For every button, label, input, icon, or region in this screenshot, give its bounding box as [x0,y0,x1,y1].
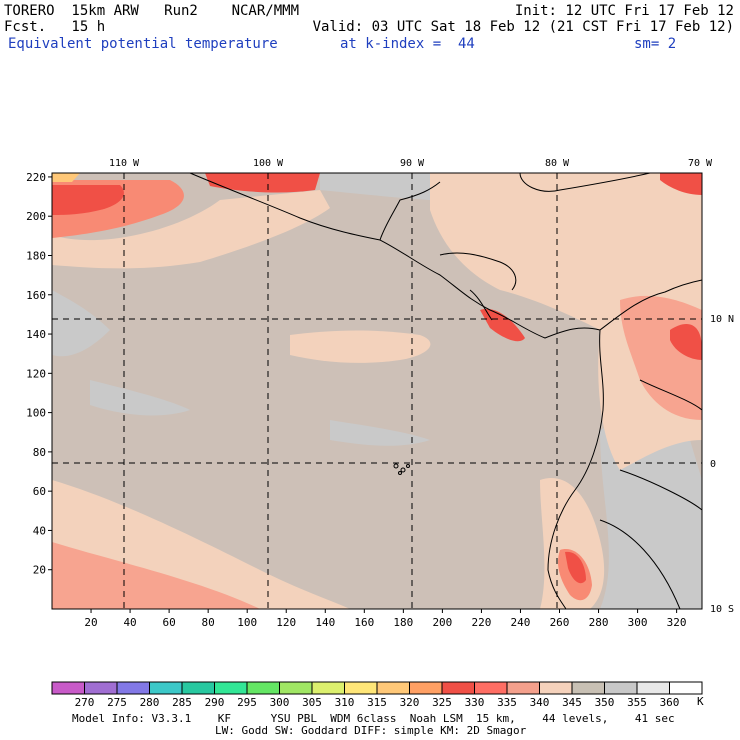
bottom-tick-label: 160 [354,616,374,629]
left-tick-label: 220 [26,171,46,184]
map-frame [51,172,703,610]
colorbar-level-label: 305 [302,696,322,709]
bottom-tick-label: 40 [123,616,136,629]
colorbar-box [84,681,118,695]
colorbar-box [214,681,248,695]
field-name: Equivalent potential temperature [8,36,278,52]
colorbar-level-label: 285 [172,696,192,709]
colorbar-box [474,681,508,695]
colorbar-box [539,681,573,695]
bottom-tick-label: 280 [589,616,609,629]
bottom-tick-label: 100 [237,616,257,629]
colorbar-box [409,681,443,695]
bottom-tick-label: 20 [84,616,97,629]
colorbar-level-label: 315 [367,696,387,709]
bottom-tick-label: 80 [202,616,215,629]
colorbar-unit: K [697,695,704,708]
colorbar-level-label: 290 [205,696,225,709]
lon-label-70w: 70 W [688,158,713,169]
colorbar-box [571,681,605,695]
lat-label-10s: 10 S [710,604,734,615]
colorbar-box [51,681,85,695]
colorbar-boxes [51,681,703,695]
colorbar-box [279,681,313,695]
colorbar-box [116,681,150,695]
colorbar-level-label: 350 [595,696,615,709]
colorbar-level-label: 320 [400,696,420,709]
bottom-axis: 20 40 60 80 100 120 140 160 180 200 220 240 260 280 30… [84,609,687,629]
lon-label-100w: 100 W [253,158,284,169]
coastlines [189,172,703,610]
colorbar-level-label: 360 [660,696,680,709]
lat-label-10n: 10 N [710,314,734,325]
colorbar-box [149,681,183,695]
lat-lon-grid [52,173,702,609]
left-axis: 220 200 180 160 140 120 100 80 60 40 20 [26,171,52,577]
lat-label-0: 0 [710,459,716,470]
forecast-hour: Fcst. 15 h [4,19,106,35]
bottom-tick-label: 260 [550,616,570,629]
bottom-tick-label: 140 [315,616,335,629]
colorbar-box [246,681,280,695]
colorbar-box [506,681,540,695]
lon-label-80w: 80 W [545,158,570,169]
colorbar-level-label: 280 [140,696,160,709]
colorbar-box [344,681,378,695]
model-info: Model Info: V3.3.1 KF YSU PBL WDM 6class… [72,712,675,725]
bottom-tick-label: 220 [471,616,491,629]
bottom-tick-label: 240 [511,616,531,629]
lon-label-110w: 110 W [109,158,140,169]
colorbar-box [311,681,345,695]
left-tick-label: 20 [33,564,46,577]
colorbar-level-label: 310 [335,696,355,709]
left-tick-label: 180 [26,249,46,262]
colorbar-box [181,681,215,695]
colorbar-level-label: 330 [465,696,485,709]
theta-e-shading [52,173,702,609]
bottom-tick-label: 120 [276,616,296,629]
left-tick-label: 120 [26,367,46,380]
colorbar-level-label: 355 [627,696,647,709]
bottom-tick-label: 320 [667,616,687,629]
colorbar-box [636,681,670,695]
colorbar-level-label: 325 [432,696,452,709]
colorbar-level-label: 295 [237,696,257,709]
colorbar-level-label: 275 [107,696,127,709]
bottom-tick-label: 180 [393,616,413,629]
level-index: at k-index = 44 [340,36,475,52]
init-time: Init: 12 UTC Fri 17 Feb 12 [514,3,734,19]
valid-time: Valid: 03 UTC Sat 18 Feb 12 (21 CST Fri … [312,19,734,35]
smoothing-value: sm= 2 [634,36,677,52]
model-run-title: TORERO 15km ARW Run2 NCAR/MMM [4,3,300,19]
bottom-tick-label: 300 [628,616,648,629]
left-tick-label: 100 [26,407,46,420]
colorbar-level-label: 335 [497,696,517,709]
colorbar-level-label: 340 [530,696,550,709]
physics-info: LW: Godd SW: Goddard DIFF: simple KM: 2D… [215,724,527,737]
left-tick-label: 80 [33,446,46,459]
left-tick-label: 40 [33,524,46,537]
colorbar-level-label: 300 [270,696,290,709]
colorbar-level-label: 270 [75,696,95,709]
left-tick-label: 140 [26,328,46,341]
colorbar-box [441,681,475,695]
colorbar-box [604,681,638,695]
left-tick-label: 60 [33,485,46,498]
bottom-tick-label: 60 [162,616,175,629]
colorbar-box [376,681,410,695]
left-tick-label: 200 [26,210,46,223]
lon-label-90w: 90 W [400,158,425,169]
bottom-tick-label: 200 [432,616,452,629]
colorbar-box [669,681,703,695]
colorbar-level-label: 345 [562,696,582,709]
left-tick-label: 160 [26,289,46,302]
colorbar-labels: 270 275 280 285 290 295 300 305 310 315 320 325 330 3… [75,696,680,709]
